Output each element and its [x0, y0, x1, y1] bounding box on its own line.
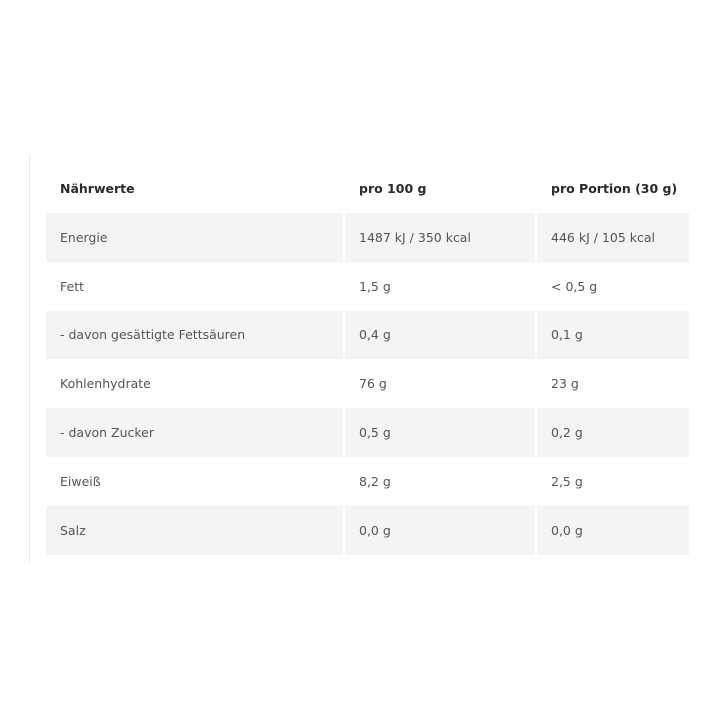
value-per-portion: 2,5 g [551, 473, 583, 489]
header-naehrwerte: Nährwerte [60, 180, 135, 196]
value-per-100g: 0,4 g [345, 310, 535, 360]
value-per-portion: 0,1 g [537, 310, 689, 360]
value-per-100g: 8,2 g [359, 473, 391, 489]
table-row: - davon Zucker 0,5 g 0,2 g [46, 408, 689, 457]
left-divider [29, 155, 30, 562]
value-per-portion: 0,0 g [537, 505, 689, 555]
nutrient-name: Salz [46, 505, 343, 555]
table-row: Energie 1487 kJ / 350 kcal 446 kJ / 105 … [46, 213, 689, 262]
value-per-100g: 76 g [359, 376, 387, 392]
value-per-portion: 446 kJ / 105 kcal [537, 213, 689, 262]
value-per-portion: 23 g [551, 376, 579, 392]
value-per-100g: 0,5 g [345, 408, 535, 457]
table-row: - davon gesättigte Fettsäuren 0,4 g 0,1 … [46, 310, 689, 360]
nutrition-table: Nährwerte pro 100 g pro Portion (30 g) E… [44, 163, 691, 555]
header-pro-portion: pro Portion (30 g) [551, 180, 678, 196]
value-per-portion: < 0,5 g [551, 278, 598, 294]
table-row: Fett 1,5 g < 0,5 g [46, 262, 689, 311]
nutrient-name: Eiweiß [60, 473, 101, 489]
table-header-row: Nährwerte pro 100 g pro Portion (30 g) [46, 163, 689, 213]
nutrient-name: Energie [46, 213, 343, 262]
value-per-portion: 0,2 g [537, 408, 689, 457]
value-per-100g: 0,0 g [345, 505, 535, 555]
nutrient-name: - davon Zucker [46, 408, 343, 457]
table-row: Kohlenhydrate 76 g 23 g [46, 359, 689, 408]
value-per-100g: 1,5 g [359, 278, 391, 294]
table-row: Eiweiß 8,2 g 2,5 g [46, 457, 689, 506]
table-row: Salz 0,0 g 0,0 g [46, 505, 689, 555]
nutrient-name: - davon gesättigte Fettsäuren [46, 310, 343, 360]
header-pro-100g: pro 100 g [359, 180, 427, 196]
value-per-100g: 1487 kJ / 350 kcal [345, 213, 535, 262]
nutrient-name: Kohlenhydrate [60, 376, 151, 392]
nutrient-name: Fett [60, 278, 84, 294]
